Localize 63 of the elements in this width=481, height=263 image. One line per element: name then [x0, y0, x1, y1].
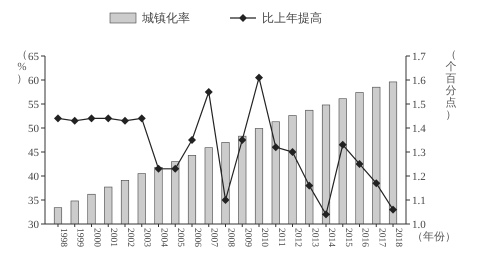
- y2-tick-label: 1.7: [412, 50, 426, 63]
- point: [70, 116, 79, 125]
- x-tick-label: 1998: [58, 228, 68, 248]
- x-tick-label: 1999: [74, 228, 85, 248]
- x-tick-label: 2004: [158, 228, 168, 248]
- x-axis-title: （年份）: [412, 231, 456, 243]
- y-tick-label: 50: [28, 122, 40, 135]
- point: [171, 164, 180, 173]
- point: [372, 179, 380, 188]
- point: [288, 148, 297, 156]
- x-tick-label: 2000: [91, 228, 102, 248]
- x-tick-label: 2006: [192, 228, 202, 248]
- y-tick-label: 45: [28, 146, 40, 159]
- x-tick-label: 2008: [226, 228, 236, 248]
- x-tick-label: 2009: [242, 228, 252, 248]
- point: [322, 210, 330, 218]
- point: [54, 114, 62, 122]
- legend-label: 比上年提高: [262, 11, 322, 26]
- point: [138, 114, 146, 122]
- point: [120, 116, 129, 125]
- x-tick-label: 2015: [342, 228, 353, 248]
- y2-tick-label: 1.5: [412, 98, 426, 111]
- x-tick-label: 2016: [360, 228, 370, 248]
- y2-tick-label: 1.3: [412, 146, 426, 159]
- legend-label: 城镇化率: [141, 11, 190, 26]
- y-tick-label: 30: [28, 218, 40, 231]
- y2-tick-label: 1.0: [412, 218, 426, 231]
- point: [272, 143, 280, 152]
- x-tick-label: 2003: [142, 228, 152, 248]
- y2-tick-label: 1.2: [412, 170, 426, 183]
- point: [356, 160, 364, 168]
- x-tick-label: 2001: [108, 228, 118, 248]
- point: [87, 114, 96, 122]
- point: [305, 182, 314, 190]
- point: [389, 206, 398, 214]
- point: [204, 88, 213, 96]
- y2-tick-label: 1.1: [412, 194, 426, 207]
- point: [188, 136, 196, 144]
- y-tick-label: 40: [28, 170, 40, 183]
- point: [154, 164, 162, 173]
- y2-tick-label: 1.4: [412, 122, 426, 135]
- y-tick-label: 65: [28, 50, 40, 63]
- y-axis-title: （%）: [16, 49, 28, 85]
- x-tick-label: 2012: [292, 228, 303, 248]
- point: [104, 114, 112, 122]
- point: [338, 140, 347, 149]
- point: [238, 136, 246, 144]
- x-tick-label: 2013: [309, 228, 320, 248]
- x-tick-label: 2017: [376, 228, 386, 248]
- x-tick-label: 2002: [124, 228, 135, 248]
- x-tick-label: 2007: [208, 228, 219, 248]
- y-tick-label: 35: [28, 194, 40, 207]
- y-tick-label: 55: [28, 98, 40, 111]
- y2-axis-title: （个百分点）: [446, 49, 456, 121]
- x-tick-label: 2010: [259, 228, 270, 248]
- x-tick-label: 2011: [276, 228, 286, 247]
- point: [255, 74, 264, 82]
- point: [222, 196, 230, 204]
- x-tick-label: 2005: [175, 228, 186, 248]
- y-tick-label: 60: [28, 74, 40, 87]
- y2-tick-label: 1.6: [412, 74, 426, 87]
- x-tick-label: 2014: [326, 228, 336, 248]
- x-tick-label: 2018: [393, 228, 404, 248]
